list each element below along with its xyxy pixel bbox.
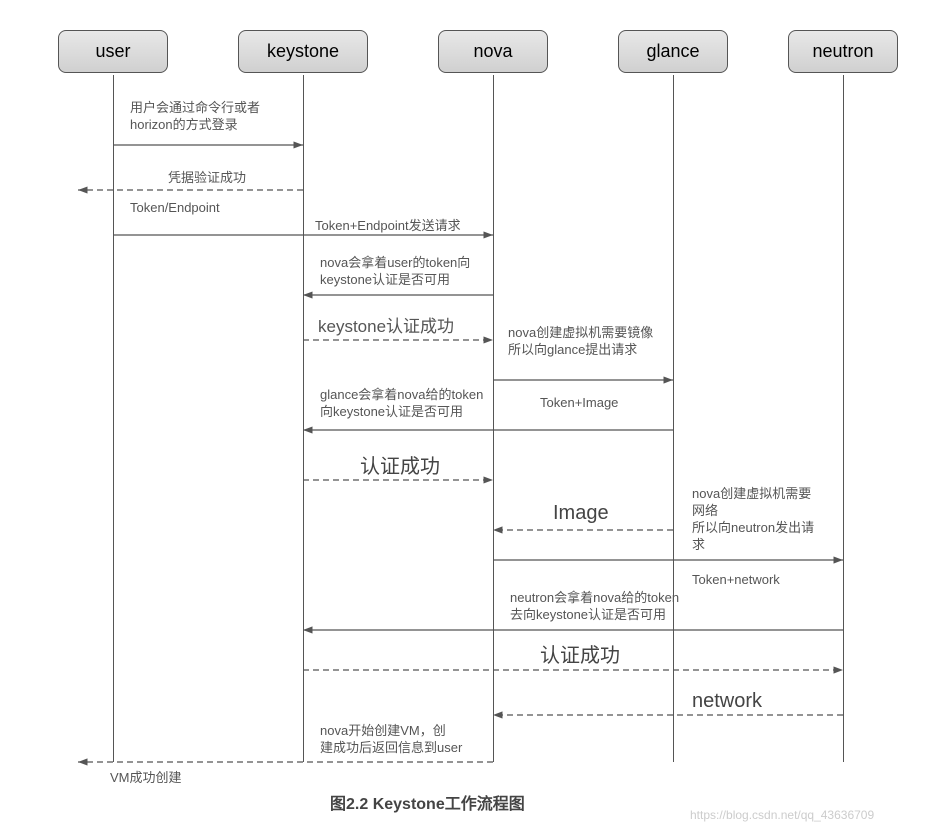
- watermark-text: https://blog.csdn.net/qq_43636709: [690, 808, 874, 822]
- message-label-7: 认证成功: [360, 454, 440, 480]
- lifeline-user: [113, 75, 114, 762]
- message-label-13: nova开始创建VM，创建成功后返回信息到user: [320, 723, 462, 757]
- message-label-9: nova创建虚拟机需要网络所以向neutron发出请求: [692, 486, 814, 554]
- participant-user: user: [58, 30, 168, 73]
- message-label-4: keystone认证成功: [318, 316, 454, 338]
- message-label-11: 认证成功: [540, 643, 620, 669]
- message-label-10: Token+network: [692, 572, 780, 589]
- message-label-2: Token/Endpoint: [130, 200, 220, 217]
- lifeline-glance: [673, 75, 674, 762]
- message-label-6: glance会拿着nova给的token向keystone认证是否可用: [320, 387, 483, 421]
- message-label-0: 用户会通过命令行或者horizon的方式登录: [130, 100, 260, 134]
- message-label-5: nova创建虚拟机需要镜像所以向glance提出请求: [508, 325, 653, 359]
- participant-glance: glance: [618, 30, 728, 73]
- message-label-13-b: VM成功创建: [110, 770, 182, 787]
- participant-keystone: keystone: [238, 30, 368, 73]
- message-label-10-b: neutron会拿着nova给的token去向keystone认证是否可用: [510, 590, 679, 624]
- message-label-3: nova会拿着user的token向keystone认证是否可用: [320, 255, 470, 289]
- message-label-1: 凭据验证成功: [168, 170, 246, 187]
- figure-caption: 图2.2 Keystone工作流程图: [330, 790, 525, 814]
- message-label-12: network: [692, 688, 762, 714]
- lifeline-keystone: [303, 75, 304, 762]
- message-label-2-b: Token+Endpoint发送请求: [315, 218, 461, 235]
- participant-nova: nova: [438, 30, 548, 73]
- lifeline-nova: [493, 75, 494, 762]
- message-label-8: Image: [553, 500, 609, 526]
- lifeline-neutron: [843, 75, 844, 762]
- message-label-6-b: Token+Image: [540, 395, 618, 412]
- participant-neutron: neutron: [788, 30, 898, 73]
